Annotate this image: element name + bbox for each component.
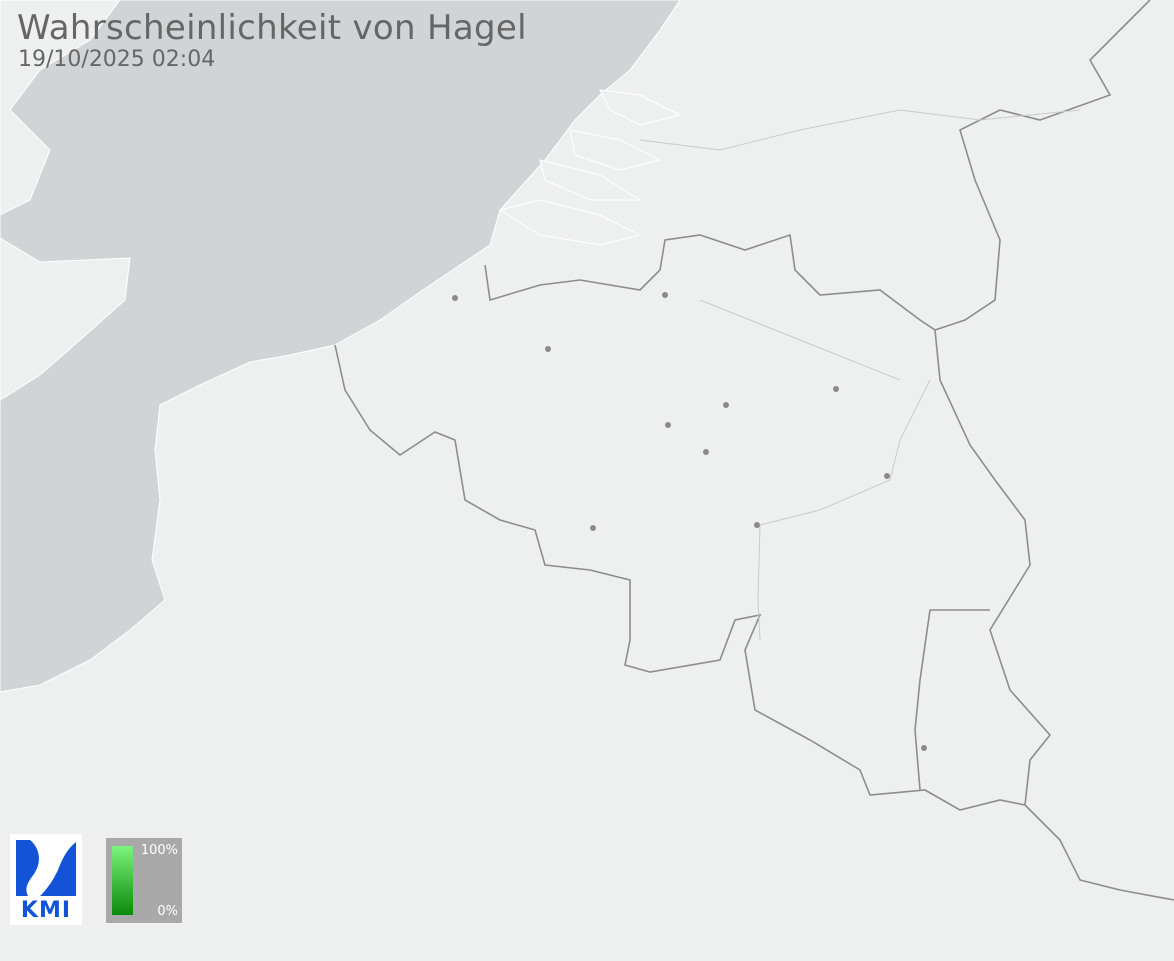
city-marker — [921, 745, 927, 751]
uk-land — [0, 0, 131, 401]
timestamp: 19/10/2025 02:04 — [18, 47, 216, 72]
kmi-logo-text: KMI — [20, 898, 72, 923]
city-marker — [833, 386, 839, 392]
city-marker — [452, 295, 458, 301]
probability-legend: 100% 0% — [106, 838, 182, 923]
kmi-logo: KMI — [10, 834, 82, 925]
country-borders — [334, 0, 1174, 901]
city-marker — [754, 522, 760, 528]
city-marker — [545, 346, 551, 352]
legend-color-bar — [112, 846, 133, 915]
kmi-logo-icon — [16, 840, 76, 896]
legend-min-label: 0% — [157, 904, 178, 919]
sea — [0, 0, 681, 693]
rivers — [639, 109, 1081, 641]
city-marker — [662, 292, 668, 298]
city-marker — [703, 449, 709, 455]
city-marker — [590, 525, 596, 531]
city-marker — [884, 473, 890, 479]
city-marker — [723, 402, 729, 408]
city-marker — [665, 422, 671, 428]
map-title: Wahrscheinlichkeit von Hagel — [17, 8, 527, 48]
islands — [498, 89, 682, 246]
legend-max-label: 100% — [140, 843, 178, 858]
city-markers — [452, 292, 927, 751]
